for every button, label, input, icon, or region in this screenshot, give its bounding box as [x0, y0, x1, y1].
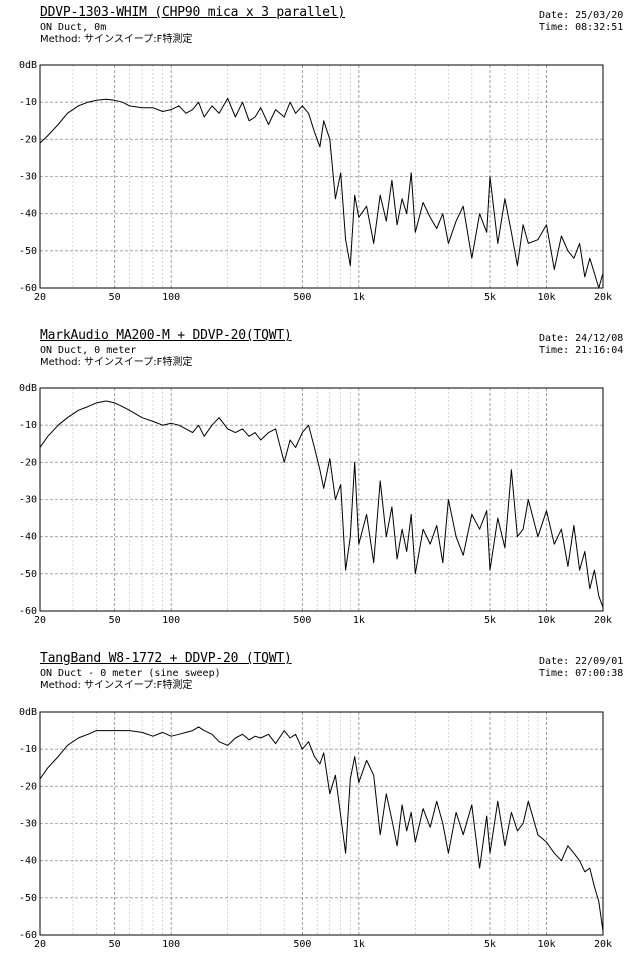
chart-subtitle-line-1: ON Duct - 0 meter (sine sweep): [40, 668, 221, 679]
x-tick-label: 500: [293, 939, 311, 950]
y-tick-label: -50: [19, 246, 37, 257]
chart-date: Date: 25/03/20: [539, 10, 624, 21]
plot-frame: [39, 711, 604, 936]
x-tick-label: 100: [162, 939, 180, 950]
chart-subtitle-line-2: Method: サインスイープ:F特測定: [40, 357, 193, 368]
x-tick-label: 20: [34, 292, 46, 303]
y-tick-label: -20: [19, 457, 37, 468]
frequency-response-plot: 20 50 100 500 1k 5k 10k 20k 0dB -10 -20 -30 -40 -50 -6…: [19, 60, 612, 303]
y-tick-label: 0dB: [19, 707, 37, 718]
y-tick-label: -10: [19, 97, 37, 108]
y-tick-label: -60: [19, 283, 37, 294]
y-tick-label: 0dB: [19, 383, 37, 394]
plot-frame: [39, 64, 604, 289]
x-tick-label: 10k: [537, 939, 555, 950]
x-tick-label: 1k: [353, 939, 365, 950]
y-tick-label: -20: [19, 781, 37, 792]
chart-subtitle-line-1: ON Duct, 0m: [40, 22, 107, 33]
y-tick-label: -50: [19, 893, 37, 904]
x-tick-label: 5k: [484, 615, 496, 626]
frequency-response-plot: 20 50 100 500 1k 5k 10k 20k 0dB -10 -20 -30 -40 -50 -6…: [19, 707, 612, 950]
chart-date: Date: 24/12/08: [539, 333, 624, 344]
frequency-response-line: [39, 97, 604, 289]
y-tick-label: 0dB: [19, 60, 37, 71]
x-tick-label: 10k: [537, 615, 555, 626]
x-tick-label: 500: [293, 292, 311, 303]
x-tick-label: 20: [34, 939, 46, 950]
x-tick-label: 1k: [353, 292, 365, 303]
y-tick-label: -40: [19, 856, 37, 867]
chart-panel-3: TangBand W8-1772 + DDVP-20 (TQWT) ON Duc…: [0, 646, 640, 969]
x-tick-label: 100: [162, 292, 180, 303]
chart-subtitle-line-2: Method: サインスイープ:F特測定: [40, 34, 193, 45]
x-tick-label: 10k: [537, 292, 555, 303]
chart-panel-1: DDVP-1303-WHIM (CHP90 mica x 3 parallel)…: [0, 0, 640, 323]
y-tick-label: -60: [19, 606, 37, 617]
chart-title: MarkAudio MA200-M + DDVP-20(TQWT): [40, 328, 292, 343]
x-tick-label: 20: [34, 615, 46, 626]
y-tick-label: -30: [19, 495, 37, 506]
x-tick-label: 20k: [594, 939, 612, 950]
x-tick-label: 5k: [484, 292, 496, 303]
x-tick-label: 50: [109, 939, 121, 950]
y-tick-label: -60: [19, 930, 37, 941]
x-tick-label: 500: [293, 615, 311, 626]
y-tick-label: -30: [19, 819, 37, 830]
chart-title: DDVP-1303-WHIM (CHP90 mica x 3 parallel): [40, 5, 346, 20]
x-tick-label: 1k: [353, 615, 365, 626]
chart-time: Time: 08:32:51: [539, 22, 624, 33]
chart-time: Time: 21:16:04: [539, 345, 624, 356]
chart-title: TangBand W8-1772 + DDVP-20 (TQWT): [40, 651, 292, 666]
frequency-response-line: [39, 400, 604, 608]
chart-subtitle-line-2: Method: サインスイープ:F特測定: [40, 680, 193, 691]
chart-time: Time: 07:00:38: [539, 668, 624, 679]
x-tick-label: 100: [162, 615, 180, 626]
chart-panel-2: MarkAudio MA200-M + DDVP-20(TQWT) ON Duc…: [0, 323, 640, 646]
y-tick-label: -10: [19, 420, 37, 431]
x-tick-label: 50: [109, 292, 121, 303]
y-tick-label: -10: [19, 744, 37, 755]
y-tick-label: -40: [19, 532, 37, 543]
y-tick-label: -40: [19, 209, 37, 220]
x-tick-label: 20k: [594, 292, 612, 303]
frequency-response-plot: 20 50 100 500 1k 5k 10k 20k 0dB -10 -20 -30 -40 -50 -6…: [19, 383, 612, 626]
x-tick-label: 20k: [594, 615, 612, 626]
chart-date: Date: 22/09/01: [539, 656, 624, 667]
x-tick-label: 5k: [484, 939, 496, 950]
frequency-response-line: [39, 726, 604, 932]
y-tick-label: -20: [19, 134, 37, 145]
y-tick-label: -50: [19, 569, 37, 580]
y-tick-label: -30: [19, 172, 37, 183]
chart-subtitle-line-1: ON Duct, 0 meter: [40, 345, 137, 356]
plot-frame: [39, 387, 604, 612]
x-tick-label: 50: [109, 615, 121, 626]
